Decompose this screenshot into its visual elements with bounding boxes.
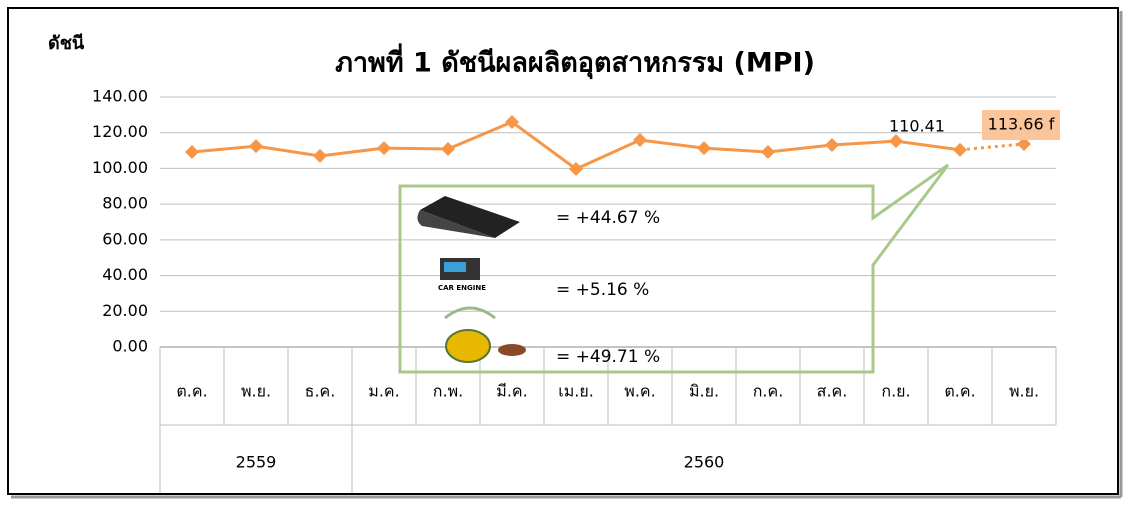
callout-box bbox=[398, 163, 950, 374]
marker bbox=[569, 161, 583, 176]
value-label: 113.66 f bbox=[988, 115, 1055, 134]
marker bbox=[633, 133, 647, 148]
annotation: = +5.16 % bbox=[556, 280, 649, 300]
value-label: 110.41 bbox=[889, 116, 945, 135]
chart-title: ภาพที่ 1 ดัชนีผลผลิตอุตสาหกรรม (MPI) bbox=[335, 43, 815, 80]
marker bbox=[377, 141, 391, 156]
y-tick-label: 80.00 bbox=[102, 194, 148, 213]
value-label-box bbox=[982, 110, 1060, 141]
callout: CAR ENGINE bbox=[398, 163, 950, 374]
x-tick-label: พ.ย. bbox=[241, 382, 271, 401]
annotation: = +44.67 % bbox=[556, 208, 660, 228]
marker bbox=[313, 148, 327, 163]
x-tick-label: พ.ย. bbox=[1009, 382, 1039, 401]
x-tick-label: ก.พ. bbox=[433, 382, 463, 401]
y-tick-label: 20.00 bbox=[102, 301, 148, 320]
x-tick-label: มี.ค. bbox=[496, 382, 527, 401]
year-label: 2559 bbox=[236, 453, 277, 472]
x-tick-label: ก.ค. bbox=[753, 382, 784, 401]
y-tick-label: 140.00 bbox=[92, 87, 148, 106]
marker bbox=[441, 141, 455, 156]
frame bbox=[7, 7, 1119, 495]
x-tick-label: ต.ค. bbox=[176, 382, 207, 401]
y-tick-label: 0.00 bbox=[112, 337, 148, 356]
marker bbox=[1017, 137, 1031, 152]
palm-oil-icon bbox=[444, 306, 526, 363]
marker bbox=[697, 141, 711, 156]
x-tick-label: มิ.ย. bbox=[689, 382, 719, 401]
marker bbox=[953, 142, 967, 157]
rubber-icon bbox=[417, 196, 520, 238]
x-tick-label: พ.ค. bbox=[624, 382, 655, 401]
year-label: 2560 bbox=[684, 453, 725, 472]
y-tick-label: 100.00 bbox=[92, 158, 148, 177]
x-tick-label: ก.ย. bbox=[881, 382, 910, 401]
marker bbox=[185, 145, 199, 159]
y-tick-label: 60.00 bbox=[102, 229, 148, 248]
y-tick-label: 120.00 bbox=[92, 122, 148, 141]
y-axis-label: ดัชนี bbox=[48, 33, 85, 54]
x-tick-label: เม.ย. bbox=[558, 382, 594, 401]
marker bbox=[825, 138, 839, 153]
y-tick-label: 40.00 bbox=[102, 265, 148, 284]
x-tick-label: ม.ค. bbox=[368, 382, 399, 401]
x-tick-label: ต.ค. bbox=[944, 382, 975, 401]
engine-icon: CAR ENGINE bbox=[438, 258, 486, 292]
annotation: = +49.71 % bbox=[556, 347, 660, 367]
x-tick-label: ส.ค. bbox=[817, 382, 848, 401]
marker bbox=[249, 139, 263, 154]
marker bbox=[889, 134, 903, 149]
marker bbox=[505, 115, 519, 129]
x-tick-label: ธ.ค. bbox=[305, 382, 336, 401]
svg-text:CAR ENGINE: CAR ENGINE bbox=[438, 284, 486, 292]
marker bbox=[761, 145, 775, 159]
